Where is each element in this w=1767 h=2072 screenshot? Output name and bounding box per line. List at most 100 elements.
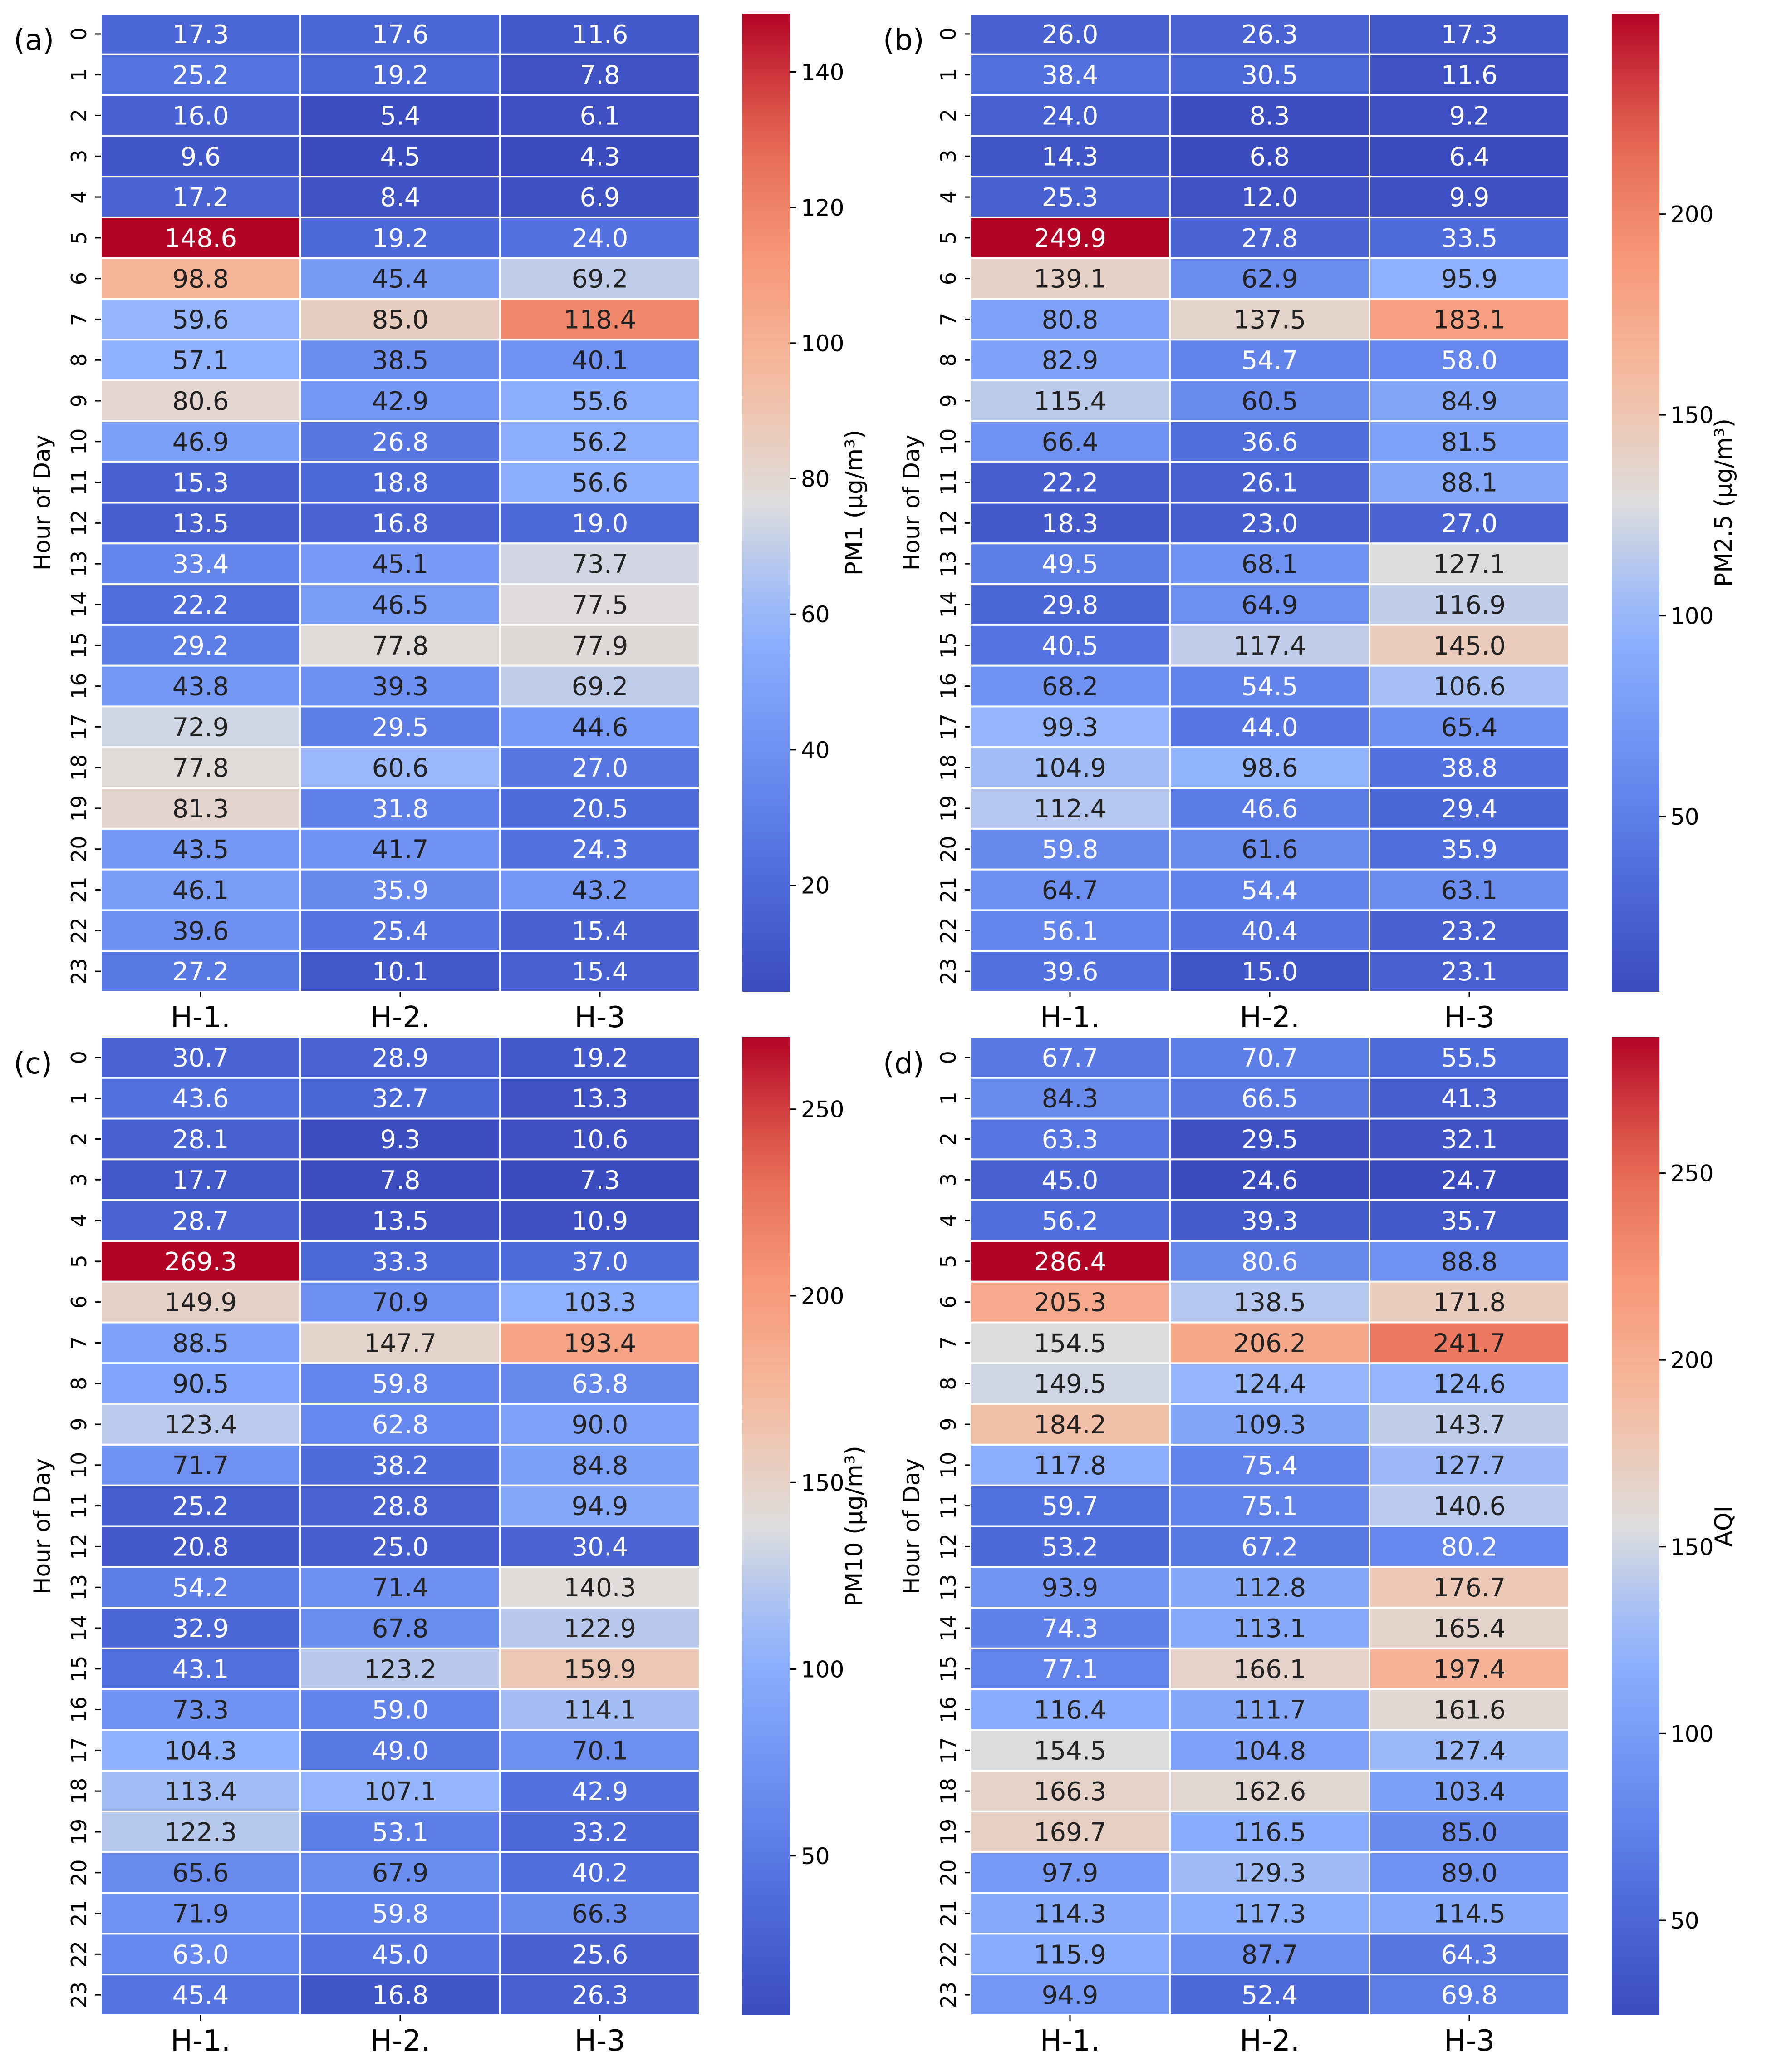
y-tick-label: 8 — [67, 1377, 91, 1390]
cell-value-label: 89.0 — [1441, 1859, 1498, 1888]
cell-value-label: 90.0 — [572, 1410, 628, 1440]
colorbar-label: AQI — [1710, 1506, 1738, 1547]
heatmap-cell — [969, 1525, 1171, 1568]
cell-value-label: 6.1 — [579, 101, 620, 131]
cell-value-label: 59.6 — [172, 305, 229, 335]
heatmap-cell — [100, 542, 301, 586]
cell-value-label: 28.7 — [172, 1206, 229, 1236]
heatmap-cell — [1169, 176, 1370, 218]
heatmap-cell — [499, 1199, 701, 1242]
cell-value-label: 28.1 — [172, 1125, 229, 1154]
heatmap-cell — [1169, 1892, 1370, 1935]
heatmap-cell — [1169, 1362, 1370, 1405]
y-tick-label: 17 — [936, 714, 961, 740]
heatmap-cell — [499, 1770, 701, 1813]
heatmap-cell — [499, 298, 701, 341]
cell-value-label: 19.2 — [372, 61, 429, 90]
cell-value-label: 112.4 — [1034, 794, 1106, 824]
y-tick-label: 20 — [67, 836, 91, 862]
cell-value-label: 19.0 — [572, 509, 628, 538]
y-tick-label: 9 — [936, 394, 961, 407]
y-tick-label: 4 — [67, 190, 91, 203]
panel-label: (b) — [883, 24, 924, 57]
heatmap-cell — [1369, 94, 1570, 137]
cell-value-label: 159.9 — [564, 1655, 636, 1684]
heatmap-cell — [1369, 664, 1570, 708]
cell-value-label: 113.4 — [164, 1777, 237, 1806]
cell-value-label: 7.8 — [380, 1166, 420, 1195]
heatmap-cell — [969, 1362, 1171, 1405]
heatmap-cell — [499, 1974, 701, 2017]
heatmap-cell — [299, 1280, 501, 1324]
cell-value-label: 87.7 — [1242, 1940, 1298, 1969]
colorbar-tick-label: 150 — [1670, 1534, 1713, 1560]
cell-value-label: 66.3 — [572, 1900, 628, 1929]
cell-value-label: 80.6 — [1242, 1247, 1298, 1277]
heatmap-cell — [299, 1403, 501, 1446]
cell-value-label: 54.2 — [172, 1573, 229, 1603]
cell-value-label: 80.6 — [172, 387, 229, 416]
cell-value-label: 39.3 — [372, 672, 429, 702]
cell-value-label: 77.1 — [1042, 1655, 1099, 1684]
cell-value-label: 67.7 — [1042, 1043, 1099, 1073]
heatmap-cell — [499, 135, 701, 178]
cell-value-label: 10.1 — [372, 957, 429, 987]
heatmap-cell — [299, 1443, 501, 1486]
heatmap-cell — [1369, 1443, 1570, 1486]
heatmap-cell — [499, 1158, 701, 1201]
heatmap-cell — [1169, 1607, 1370, 1649]
cell-value-label: 84.3 — [1042, 1084, 1099, 1114]
cell-value-label: 33.2 — [572, 1818, 628, 1847]
heatmap-cell — [299, 787, 501, 830]
x-tick-label: H-3 — [574, 1001, 625, 1034]
heatmap-cell — [499, 1117, 701, 1161]
y-tick-label: 15 — [67, 632, 91, 659]
y-tick-label: 3 — [936, 1173, 961, 1186]
heatmap-cell — [969, 787, 1171, 830]
y-tick-label: 16 — [936, 673, 961, 699]
colorbar-tick-label: 150 — [801, 1470, 844, 1496]
y-tick-label: 3 — [67, 150, 91, 163]
y-tick-label: 16 — [67, 673, 91, 699]
cell-value-label: 63.0 — [172, 1940, 229, 1969]
cell-value-label: 84.8 — [572, 1451, 628, 1481]
cell-value-label: 40.2 — [572, 1859, 628, 1888]
cell-value-label: 26.0 — [1042, 20, 1099, 49]
cell-value-label: 25.4 — [372, 916, 429, 946]
heatmap-cell — [299, 1036, 501, 1079]
colorbar-tick-label: 80 — [801, 466, 830, 492]
y-tick-label: 14 — [67, 591, 91, 618]
y-tick-label: 10 — [936, 428, 961, 455]
cell-value-label: 9.6 — [180, 142, 221, 172]
y-tick-label: 12 — [936, 1533, 961, 1560]
heatmap-cell — [299, 1321, 501, 1364]
cell-value-label: 115.4 — [1034, 387, 1106, 416]
heatmap-cell — [1369, 298, 1570, 341]
cell-value-label: 81.3 — [172, 794, 229, 824]
y-tick-label: 22 — [936, 1941, 961, 1968]
heatmap-cell — [499, 1851, 701, 1894]
x-tick-label: H-1. — [171, 2024, 231, 2058]
heatmap-cell — [1369, 1280, 1570, 1324]
heatmap-cell — [100, 1484, 301, 1527]
cell-value-label: 80.2 — [1441, 1532, 1498, 1562]
colorbar-tick-label: 150 — [1670, 402, 1713, 428]
cell-value-label: 41.7 — [372, 835, 429, 865]
cell-value-label: 123.4 — [164, 1410, 237, 1440]
cell-value-label: 28.9 — [372, 1043, 429, 1073]
cell-value-label: 56.2 — [572, 428, 628, 457]
cell-value-label: 73.7 — [572, 550, 628, 579]
heatmap-cell — [969, 298, 1171, 341]
cell-value-label: 14.3 — [1042, 142, 1099, 172]
cell-value-label: 64.7 — [1042, 876, 1099, 906]
cell-value-label: 49.0 — [372, 1736, 429, 1766]
heatmap-cell — [100, 420, 301, 463]
cell-value-label: 29.4 — [1441, 794, 1498, 824]
cell-value-label: 85.0 — [372, 305, 429, 335]
cell-value-label: 59.8 — [1042, 835, 1099, 865]
y-tick-label: 15 — [936, 632, 961, 659]
cell-value-label: 17.2 — [172, 183, 229, 212]
cell-value-label: 183.1 — [1433, 305, 1506, 335]
cell-value-label: 104.8 — [1233, 1736, 1306, 1766]
